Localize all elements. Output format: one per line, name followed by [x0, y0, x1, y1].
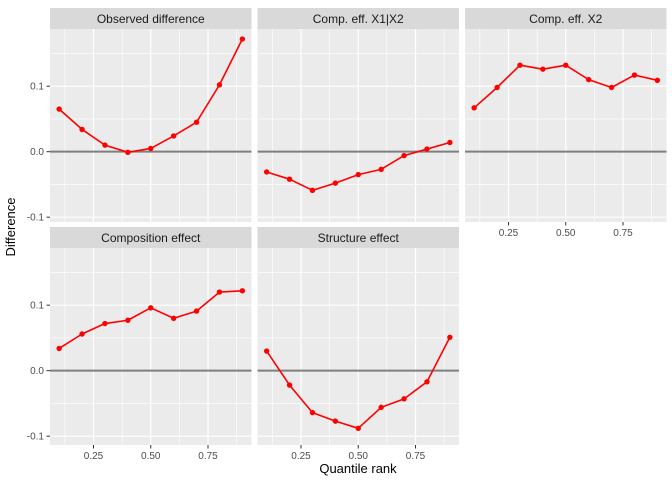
facet-3: Comp. eff. X2	[465, 8, 667, 222]
facet-strip	[257, 227, 459, 248]
y-tick-label: 0.1	[30, 82, 44, 93]
data-point	[447, 139, 453, 146]
data-point	[563, 62, 569, 68]
facet-strip	[50, 227, 252, 248]
data-point	[193, 308, 200, 314]
data-point	[494, 84, 500, 91]
facet-4: Composition effect	[50, 227, 252, 445]
y-tick-label: 0.0	[30, 366, 44, 377]
data-point	[517, 62, 523, 68]
x-tick-label: 0.50	[349, 451, 369, 462]
data-point	[378, 166, 384, 173]
y-axis-title: Difference	[3, 197, 18, 256]
data-point	[585, 76, 592, 83]
data-point	[148, 305, 154, 311]
data-point	[309, 187, 316, 194]
facet-strip-label: Comp. eff. X2	[529, 12, 602, 26]
facet-strip-label: Comp. eff. X1|X2	[313, 12, 404, 26]
data-point	[424, 379, 430, 385]
data-point	[378, 404, 384, 411]
data-point	[355, 425, 361, 432]
data-point	[401, 152, 407, 159]
data-point	[102, 142, 108, 148]
x-tick-label: 0.75	[406, 451, 426, 462]
y-tick-label: -0.1	[27, 432, 45, 443]
data-point	[631, 72, 638, 78]
facet-5: Structure effect	[257, 227, 459, 445]
data-point	[355, 171, 361, 178]
axes-layer: -0.1 0.0 0.1 0.25 0.50 0.75 0.25 0.50 0.75 -0.1 0.…	[27, 82, 633, 462]
data-point	[286, 176, 293, 182]
data-point	[309, 409, 316, 416]
x-tick-label: 0.25	[84, 451, 104, 462]
data-point	[125, 317, 131, 323]
data-point	[540, 66, 546, 72]
x-tick-label: 0.50	[141, 451, 161, 462]
data-point	[102, 320, 108, 327]
facet-strip	[50, 8, 252, 29]
data-point	[56, 345, 62, 352]
data-point	[193, 119, 200, 125]
data-point	[79, 126, 85, 133]
data-point	[148, 145, 154, 152]
data-point	[401, 396, 407, 402]
y-tick-label: 0.0	[30, 147, 44, 158]
data-point	[263, 169, 270, 175]
y-tick-label: 0.1	[30, 301, 44, 312]
facet-strip-label: Observed difference	[97, 12, 205, 26]
facet-1: Observed difference	[50, 8, 252, 222]
data-point	[239, 288, 246, 294]
x-tick-label: 0.50	[556, 228, 576, 239]
data-point	[424, 146, 430, 152]
data-point	[56, 106, 62, 112]
data-point	[286, 382, 293, 388]
x-axis-title: Quantile rank	[319, 461, 397, 476]
data-point	[79, 331, 85, 337]
data-point	[471, 105, 477, 111]
data-point	[125, 149, 131, 156]
data-point	[654, 77, 661, 83]
facet-panels-layer: Observed difference Comp. eff. X1|X2 Comp.…	[50, 8, 667, 445]
data-point	[216, 289, 223, 295]
facet-strip	[257, 8, 459, 29]
x-tick-label: 0.75	[613, 228, 633, 239]
facet-strip-label: Composition effect	[101, 231, 201, 245]
x-tick-label: 0.25	[291, 451, 311, 462]
data-point	[216, 82, 223, 88]
facet-strip-label: Structure effect	[318, 231, 400, 245]
x-tick-label: 0.75	[198, 451, 218, 462]
data-point	[608, 84, 615, 91]
x-tick-label: 0.25	[499, 228, 519, 239]
data-point	[170, 315, 177, 321]
data-point	[332, 418, 339, 424]
y-tick-label: -0.1	[27, 213, 45, 224]
facet-2: Comp. eff. X1|X2	[257, 8, 459, 222]
data-point	[170, 133, 177, 139]
data-point	[332, 180, 339, 186]
facet-strip	[465, 8, 667, 29]
data-point	[447, 334, 453, 340]
data-point	[239, 36, 246, 42]
data-point	[263, 348, 270, 354]
